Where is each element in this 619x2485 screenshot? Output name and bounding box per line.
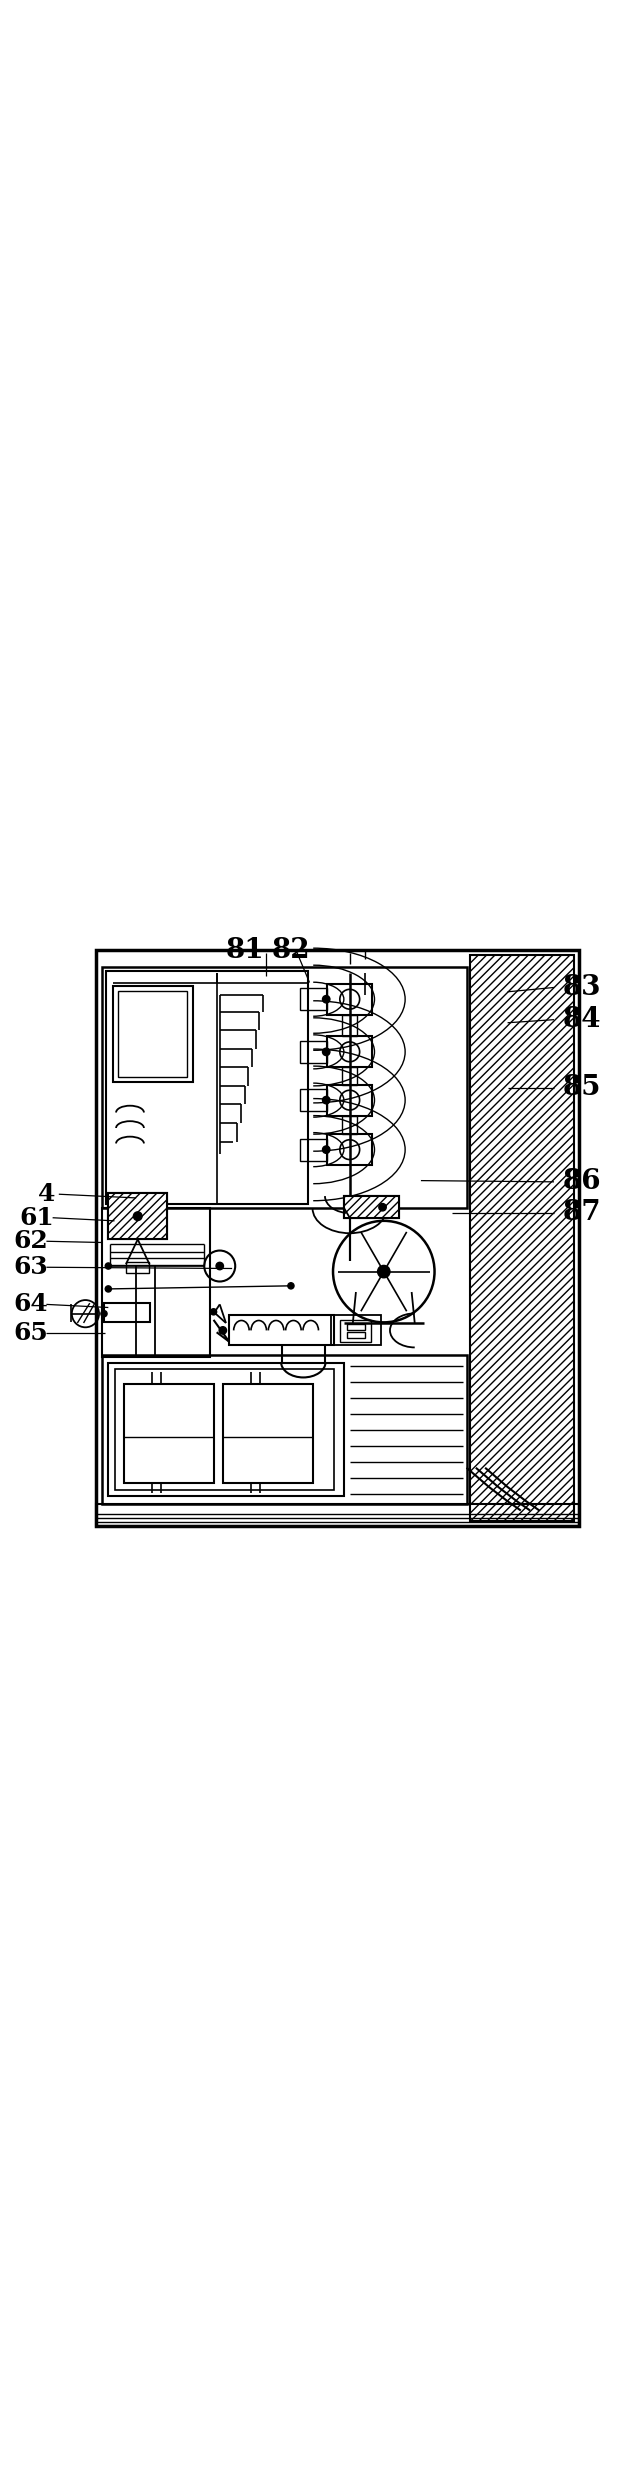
Bar	[300, 989, 327, 1011]
Circle shape	[105, 1285, 111, 1292]
Text: 83: 83	[563, 974, 601, 1001]
Bar	[102, 1208, 210, 1357]
Text: 87: 87	[563, 1200, 601, 1225]
Text: 82: 82	[272, 937, 310, 964]
Bar	[229, 1315, 334, 1344]
Bar	[300, 1041, 327, 1064]
Bar	[124, 1384, 214, 1484]
Bar	[96, 949, 579, 1526]
Circle shape	[101, 1310, 107, 1317]
Circle shape	[378, 1265, 390, 1277]
Bar	[126, 1262, 149, 1272]
Bar	[300, 1088, 327, 1111]
Circle shape	[219, 1327, 227, 1334]
Bar	[102, 1354, 467, 1503]
Bar	[342, 1116, 357, 1133]
Text: 84: 84	[563, 1006, 601, 1034]
Bar	[96, 1503, 579, 1526]
Bar	[340, 1320, 371, 1342]
Circle shape	[105, 1262, 111, 1270]
Bar	[327, 1083, 372, 1116]
Bar	[327, 1036, 372, 1069]
Bar	[108, 1193, 167, 1240]
Circle shape	[216, 1262, 223, 1270]
Circle shape	[322, 1049, 330, 1056]
Text: 62: 62	[14, 1230, 48, 1252]
Circle shape	[322, 1146, 330, 1153]
Bar	[347, 1332, 365, 1339]
Bar	[344, 1195, 399, 1218]
Bar	[115, 1369, 334, 1491]
Bar	[344, 1195, 399, 1218]
Bar	[342, 1014, 357, 1036]
Bar	[102, 967, 467, 1208]
Bar	[470, 954, 574, 1521]
Bar	[327, 984, 372, 1014]
Bar	[106, 972, 308, 1203]
Bar	[331, 1315, 381, 1344]
Bar	[300, 1138, 327, 1160]
Bar	[223, 1384, 313, 1484]
Bar	[118, 992, 187, 1076]
Bar	[347, 1325, 365, 1329]
Text: 86: 86	[563, 1168, 601, 1195]
Bar	[104, 1302, 150, 1322]
Bar	[327, 1133, 372, 1165]
Text: 4: 4	[38, 1183, 55, 1205]
Circle shape	[322, 1096, 330, 1103]
Text: 65: 65	[14, 1322, 48, 1344]
Bar	[108, 1364, 344, 1496]
Circle shape	[379, 1203, 386, 1210]
Circle shape	[133, 1213, 142, 1220]
Text: 81: 81	[225, 937, 264, 964]
Circle shape	[210, 1310, 217, 1315]
Text: 85: 85	[563, 1074, 601, 1101]
Bar	[342, 1069, 357, 1083]
Bar	[113, 987, 193, 1081]
Circle shape	[322, 996, 330, 1004]
Bar	[108, 1193, 167, 1240]
Text: 63: 63	[14, 1255, 48, 1280]
Text: 64: 64	[14, 1292, 48, 1317]
Circle shape	[288, 1282, 294, 1290]
Text: 61: 61	[20, 1205, 54, 1230]
